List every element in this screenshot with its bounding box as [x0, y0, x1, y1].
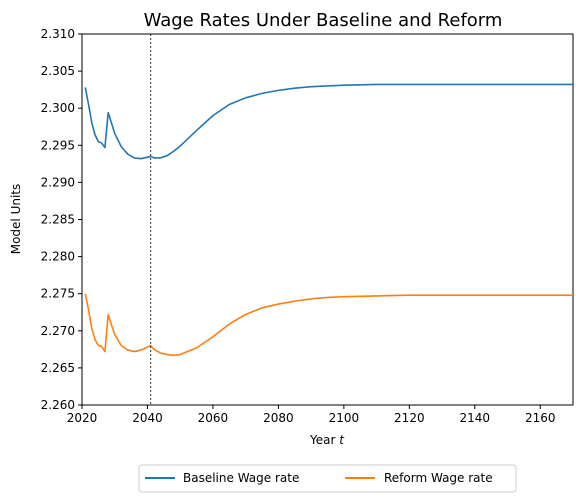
y-tick-label: 2.285 — [41, 213, 75, 227]
x-axis: 2020 2040 2060 2080 2100 2120 2140 2160 — [67, 405, 556, 425]
legend: Baseline Wage rate Reform Wage rate — [138, 464, 517, 493]
x-tick-label: 2060 — [198, 411, 229, 425]
y-tick-label: 2.265 — [41, 361, 75, 375]
series-lines — [84, 83, 573, 357]
y-tick-label: 2.310 — [41, 27, 75, 41]
x-tick-label: 2160 — [525, 411, 556, 425]
y-tick-label: 2.280 — [41, 250, 75, 264]
y-axis-label: Model Units — [9, 184, 23, 255]
x-tick-label: 2040 — [132, 411, 163, 425]
legend-box — [138, 464, 517, 493]
y-tick-label: 2.295 — [41, 138, 75, 152]
y-tick-label: 2.300 — [41, 101, 75, 115]
legend-label-reform: Reform Wage rate — [384, 471, 493, 485]
series-line-1 — [84, 293, 573, 357]
x-tick-label: 2140 — [460, 411, 491, 425]
x-tick-label: 2100 — [329, 411, 360, 425]
y-tick-label: 2.290 — [41, 175, 75, 189]
x-axis-label-variable: t — [339, 433, 345, 447]
x-axis-label: Year t — [309, 433, 345, 447]
legend-label-baseline: Baseline Wage rate — [183, 471, 299, 485]
x-tick-label: 2080 — [263, 411, 294, 425]
x-tick-label: 2020 — [67, 411, 98, 425]
y-tick-label: 2.305 — [41, 64, 75, 78]
y-tick-label: 2.270 — [41, 324, 75, 338]
x-tick-label: 2120 — [394, 411, 425, 425]
series-line-0 — [84, 83, 573, 160]
chart-title: Wage Rates Under Baseline and Reform — [144, 10, 503, 31]
y-axis: 2.260 2.265 2.270 2.275 2.280 2.285 2.290 2.295… — [41, 27, 82, 412]
y-tick-label: 2.260 — [41, 398, 75, 412]
y-tick-label: 2.275 — [41, 287, 75, 301]
x-axis-label-text: Year — [309, 433, 339, 447]
